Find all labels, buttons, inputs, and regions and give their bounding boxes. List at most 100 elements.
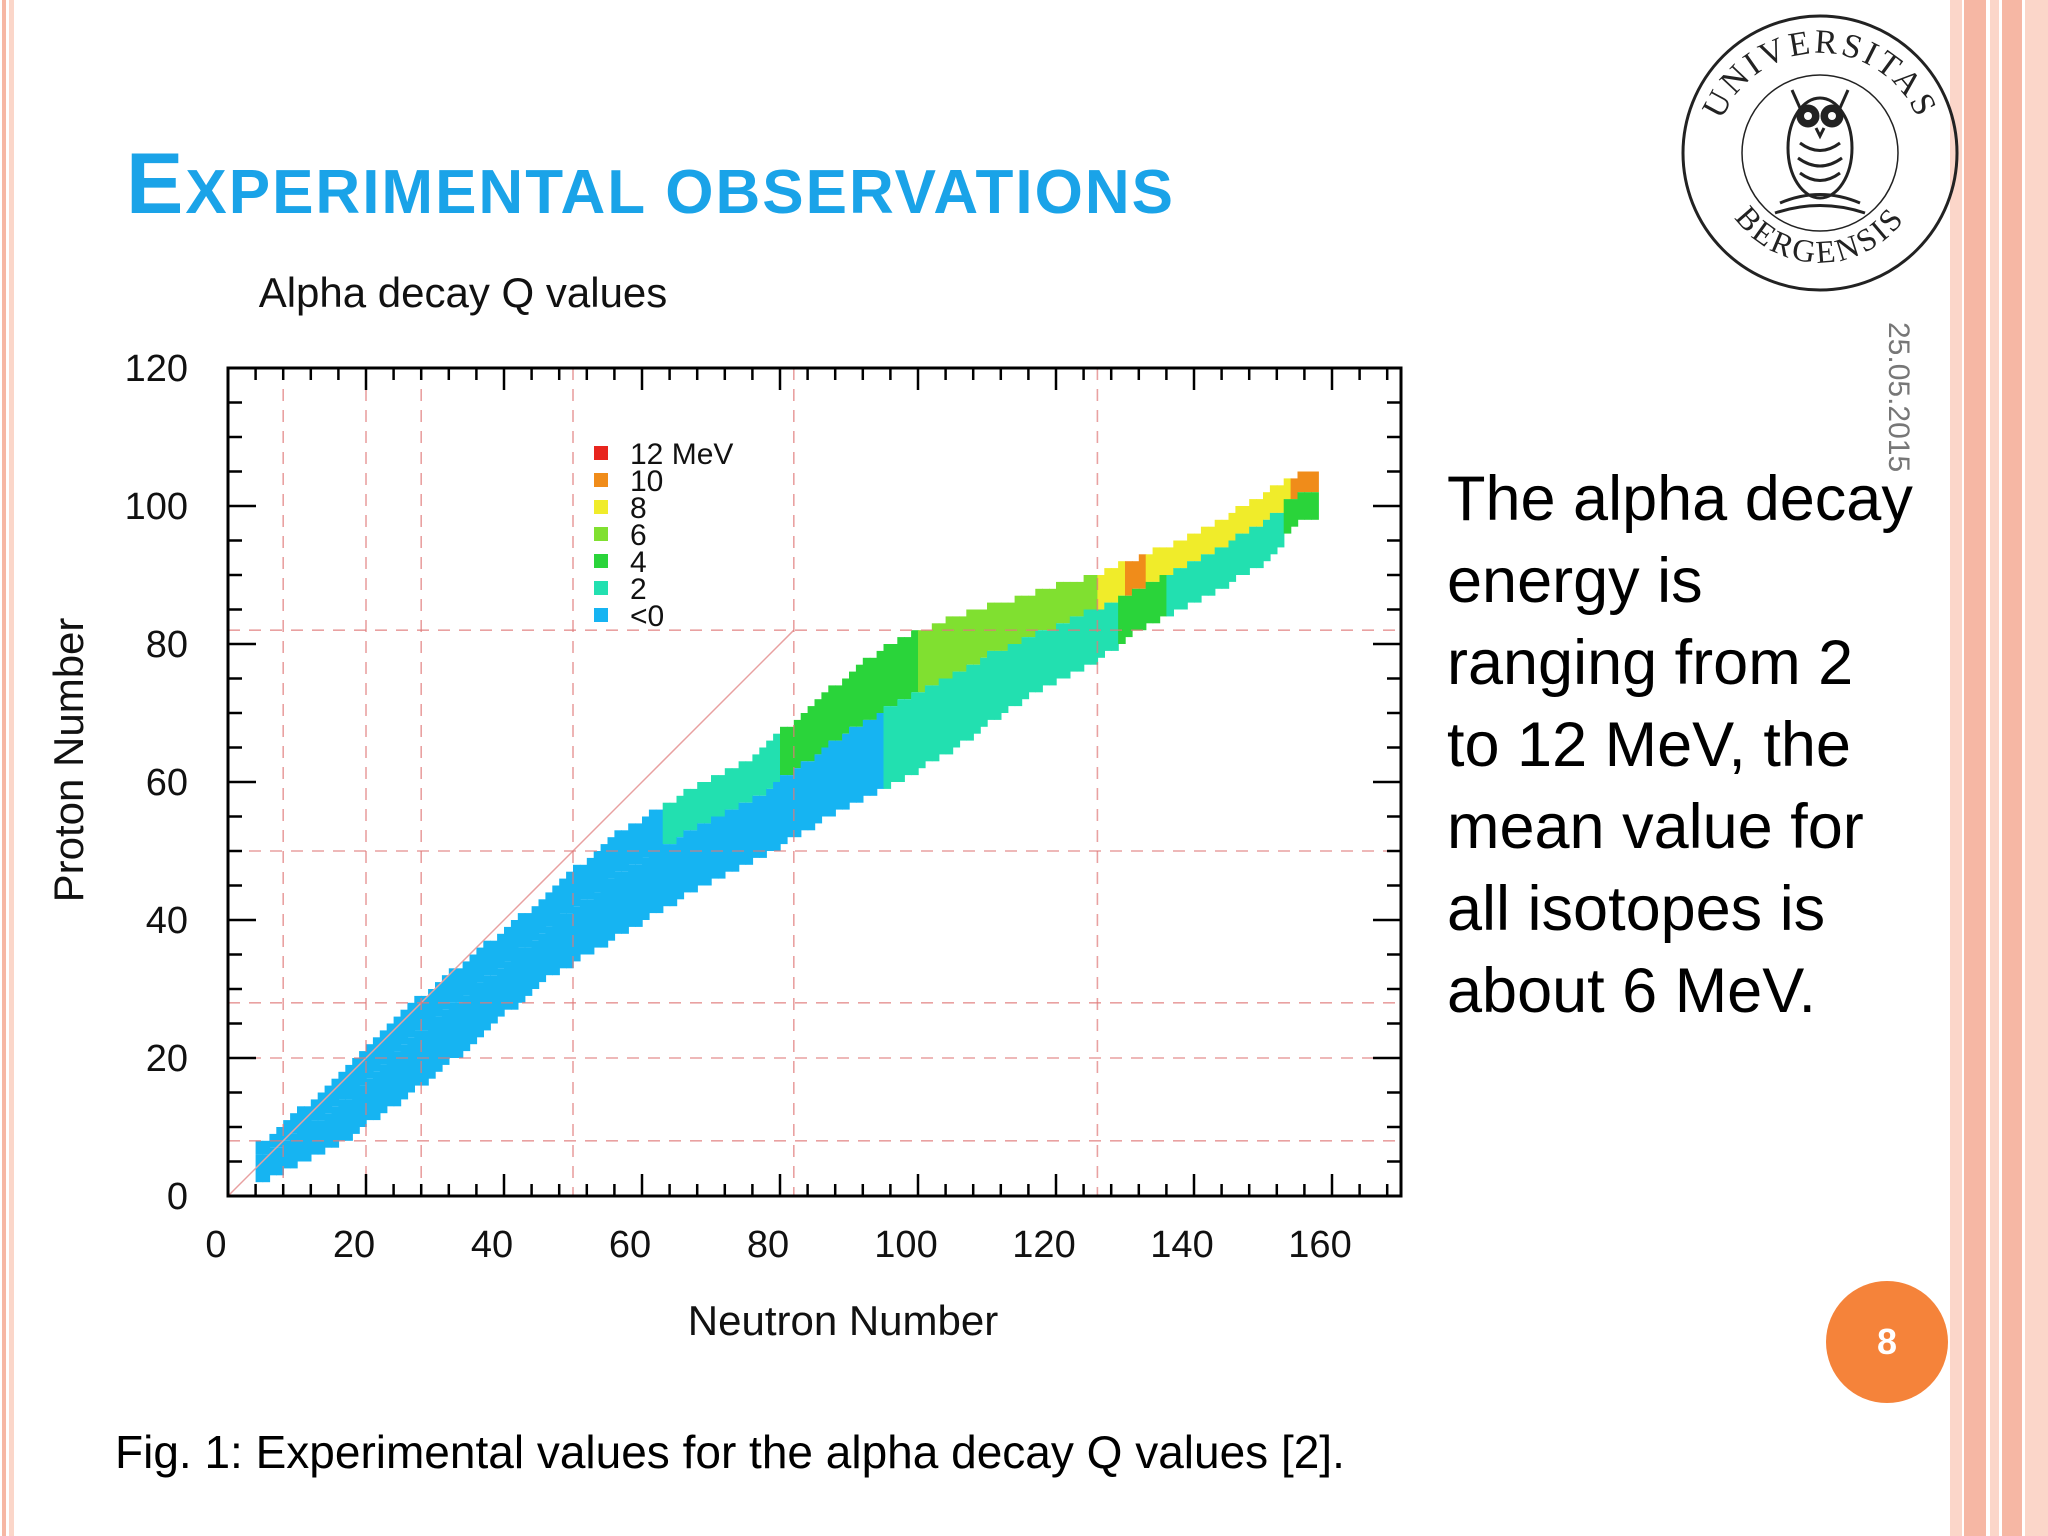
heatmap-cell (690, 830, 698, 893)
heatmap-cell (1145, 581, 1154, 624)
x-tick-label: 80 (747, 1224, 789, 1266)
heatmap-cell (973, 609, 981, 665)
heatmap-cell (379, 1064, 388, 1114)
x-tick-label: 20 (333, 1224, 375, 1266)
heatmap-cell (435, 1016, 443, 1072)
heatmap-cell (855, 664, 864, 727)
heatmap-cell (366, 1078, 374, 1121)
heatmap-cell (1152, 547, 1161, 582)
heatmap-cell (1297, 492, 1306, 520)
page-number-badge: 8 (1826, 1281, 1948, 1403)
heatmap-cell (428, 989, 436, 1024)
heatmap-cell (545, 892, 553, 927)
figure-caption: Fig. 1: Experimental values for the alph… (115, 1426, 1345, 1478)
heatmap-cell (614, 871, 622, 934)
heatmap-cell (952, 616, 961, 672)
x-axis-label: Neutron Number (688, 1297, 998, 1344)
heatmap-cell (1083, 575, 1092, 610)
heatmap-cell (1242, 506, 1250, 534)
heatmap-cell (711, 816, 719, 879)
heatmap-cell (738, 802, 747, 865)
heatmap-cell (1228, 512, 1237, 541)
heatmap-cell (793, 719, 802, 769)
heatmap-cell (786, 775, 795, 838)
heatmap-cell (448, 968, 457, 1003)
heatmap-cell (821, 692, 829, 748)
heatmap-cell (462, 961, 471, 996)
heatmap-cell (980, 657, 988, 727)
heatmap-cell (828, 685, 836, 741)
right-stripe (1964, 0, 1986, 1536)
heatmap-cell (752, 795, 760, 858)
heatmap-cell (524, 913, 533, 948)
heatmap-cell (531, 906, 540, 941)
heatmap-cell (918, 630, 926, 693)
heatmap-cell (1276, 512, 1285, 548)
heatmap-cell (290, 1113, 298, 1134)
heatmap-cell (966, 609, 974, 665)
heatmap-cell (621, 830, 629, 872)
heatmap-cell (255, 1154, 264, 1183)
heatmap-cell (352, 1058, 360, 1093)
slide-title-rest: XPERIMENTAL OBSERVATIONS (185, 158, 1175, 227)
y-tick-label: 80 (146, 624, 188, 666)
heatmap-cell (414, 995, 422, 1031)
heatmap-cell (1290, 478, 1299, 500)
heatmap-cell (621, 871, 629, 934)
heatmap-cell (952, 671, 961, 748)
heatmap-cell (655, 809, 664, 851)
heatmap-cell (1173, 540, 1181, 569)
heatmap-cell (1290, 499, 1299, 527)
heatmap-cell (510, 954, 519, 1010)
heatmap-cell (462, 995, 471, 1052)
heatmap-cell (1221, 547, 1230, 589)
heatmap-cell (386, 1058, 395, 1107)
heatmap-cell (476, 982, 484, 1038)
heatmap-cell (842, 678, 850, 734)
heatmap-cell (793, 768, 802, 838)
heatmap-cell (1000, 602, 1009, 651)
legend-swatch (594, 554, 608, 568)
slide-title-first-letter: E (126, 136, 186, 232)
heatmap-cell (1242, 533, 1250, 575)
heatmap-cell (1200, 526, 1209, 555)
owl-icon (1774, 89, 1866, 215)
heatmap-cell (1062, 623, 1071, 679)
heatmap-cell (1166, 575, 1174, 617)
heatmap-cell (821, 747, 829, 817)
heatmap-cell (1097, 609, 1105, 658)
heatmap-cell (1159, 575, 1168, 617)
heatmap-cell (704, 782, 712, 824)
heatmap-cell (1276, 485, 1285, 513)
magic-number-lines (228, 368, 1401, 1196)
heatmap-cell (759, 747, 767, 796)
heatmap-cell (862, 719, 871, 796)
heatmap-cell (711, 775, 719, 817)
heatmap-cell (352, 1092, 360, 1134)
heatmap-cell (504, 926, 512, 962)
heatmap-cell (690, 788, 698, 831)
heatmap-cell (269, 1147, 277, 1176)
heatmap-cell (897, 699, 905, 782)
y-tick-label: 20 (146, 1038, 188, 1080)
x-tick-label: 40 (471, 1224, 513, 1266)
heatmap-cell (455, 968, 464, 1003)
heatmap-cell (717, 816, 726, 879)
heatmap-cell (290, 1133, 298, 1169)
heatmap-cell (359, 1085, 367, 1127)
y-axis-label: Proton Number (45, 618, 92, 903)
heatmap-cell (324, 1085, 333, 1114)
heatmap-cell (1049, 630, 1057, 686)
legend-label: <0 (630, 600, 664, 633)
heatmap-cell (448, 1002, 457, 1058)
heatmap-cell (338, 1071, 346, 1100)
heatmap-cell (1097, 575, 1105, 610)
heatmap-cell (1007, 644, 1016, 707)
heatmap-cell (676, 795, 685, 838)
heatmap-cell (987, 650, 995, 720)
y-tick-label: 40 (146, 900, 188, 942)
y-tick-label: 0 (167, 1176, 188, 1218)
heatmap-cell (1049, 588, 1057, 631)
heatmap-cell (1042, 588, 1050, 631)
